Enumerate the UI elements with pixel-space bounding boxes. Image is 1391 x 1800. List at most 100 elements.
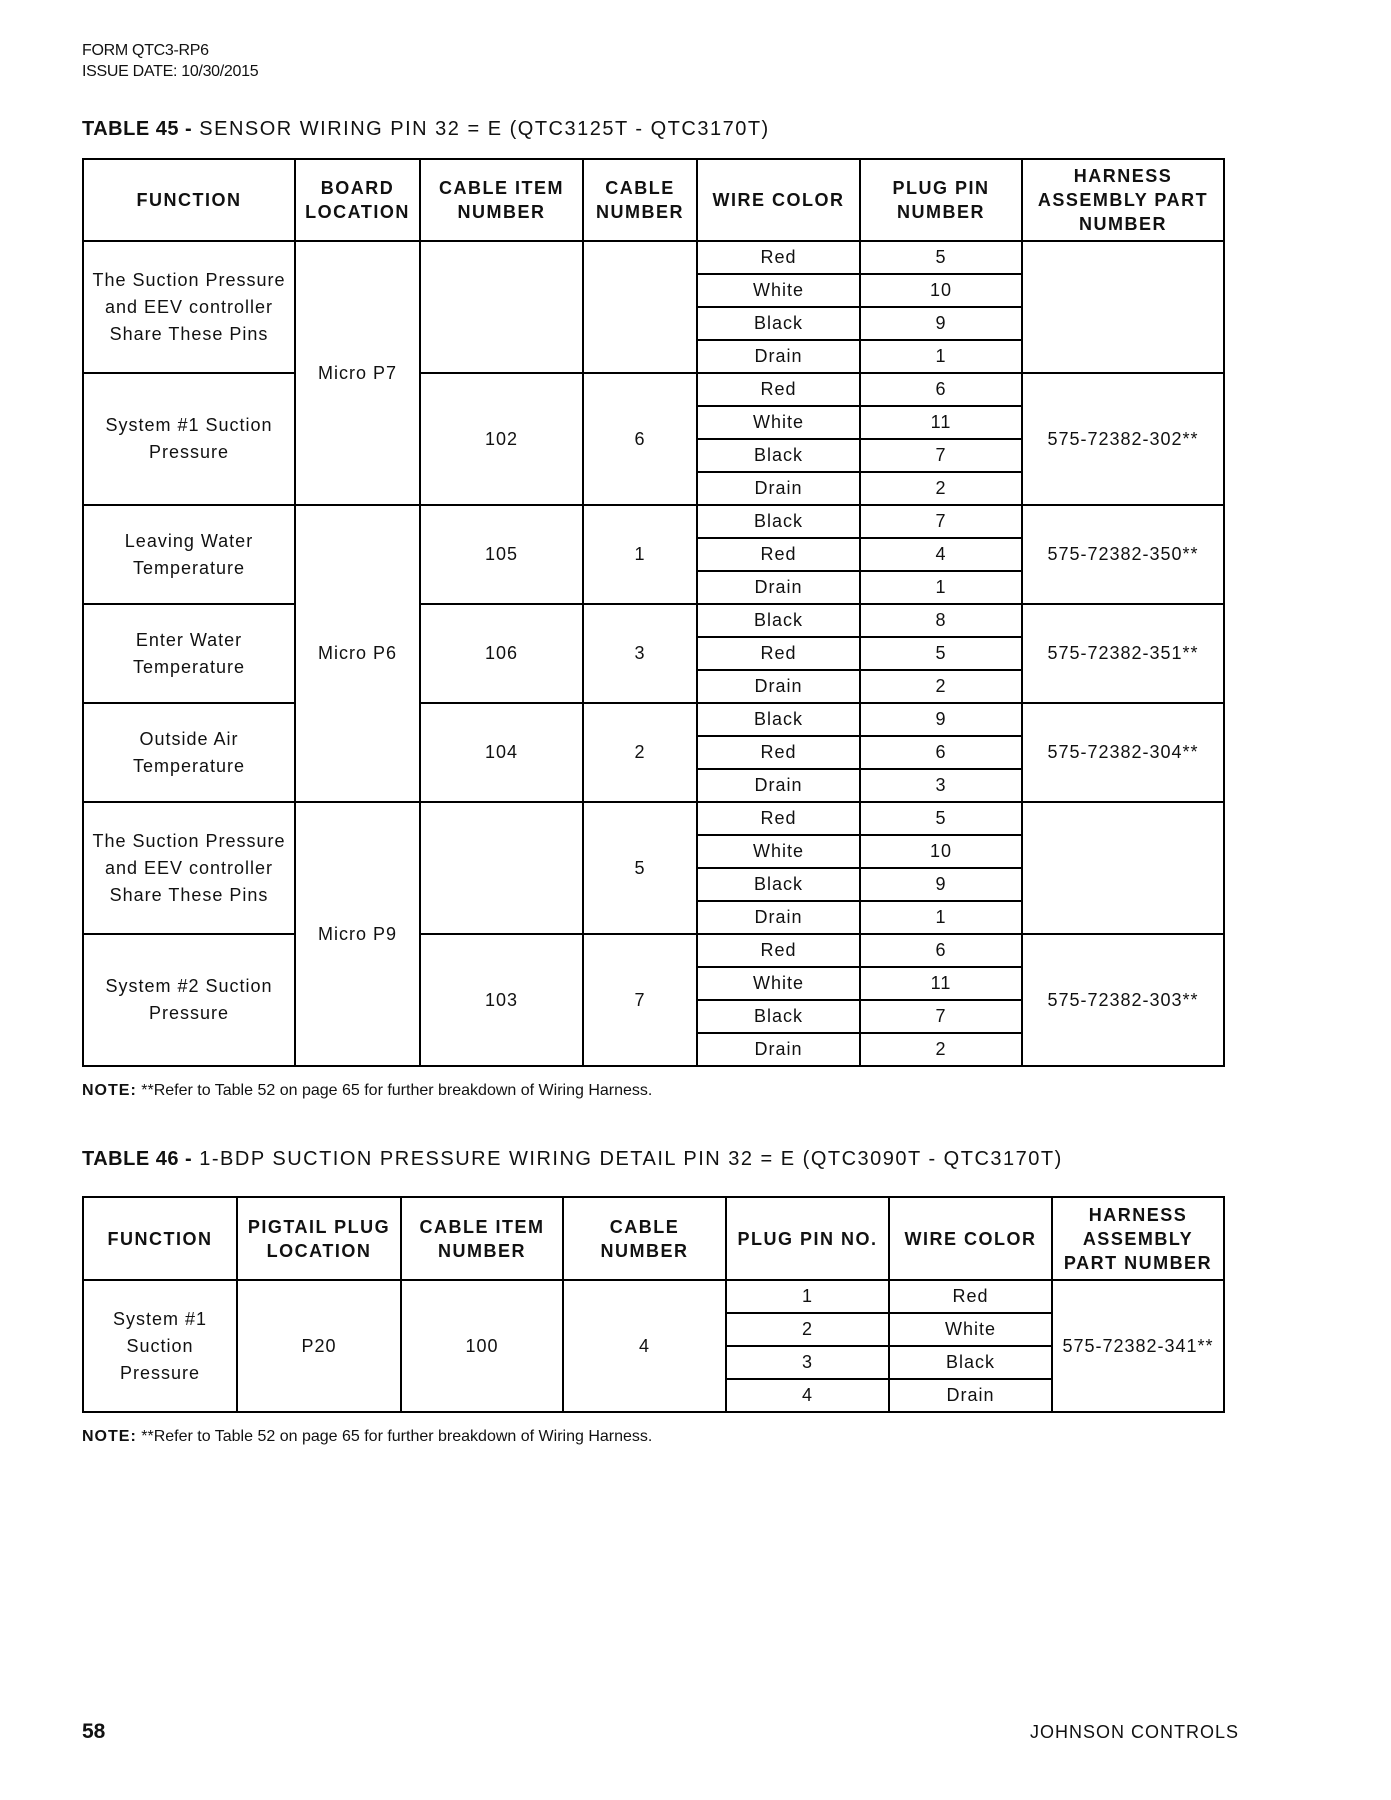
plug-pin-cell: 9 — [859, 306, 1023, 341]
board-location-cell: Micro P6 — [294, 504, 421, 803]
wire-color-cell: Red — [696, 372, 861, 407]
wire-color-cell: Red — [696, 801, 861, 836]
plug-pin-cell: 6 — [859, 933, 1023, 968]
cable-number-cell: 4 — [562, 1279, 727, 1413]
plug-pin-cell: 4 — [725, 1378, 890, 1413]
table-row: The Suction Pressure and EEV controller … — [82, 801, 1225, 1067]
table-row: White 11 — [83, 966, 1224, 1001]
wire-color-cell: Black — [696, 867, 861, 902]
harness-part-cell: 575-72382-350** — [1021, 504, 1225, 605]
plug-pin-cell: 5 — [859, 240, 1023, 275]
column-header: PLUG PIN NUMBER — [859, 158, 1023, 242]
table-row: Drain 2 — [83, 471, 1224, 506]
plug-pin-cell: 2 — [859, 471, 1023, 506]
harness-part-cell: 575-72382-341** — [1051, 1279, 1225, 1413]
bdp-wiring-table: FUNCTION PIGTAIL PLUG LOCATION CABLE ITEM … — [82, 1196, 1225, 1413]
wire-color-cell: Red — [888, 1279, 1053, 1314]
table-row: The Suction Pressure and EEV controller … — [82, 240, 1225, 506]
table-row: System #1 Suction Pressure P20 100 4 1 Red 575… — [82, 1279, 1225, 1413]
harness-part-cell: 575-72382-304** — [1021, 702, 1225, 803]
wire-color-cell: Red — [696, 240, 861, 275]
wire-color-cell: Black — [696, 306, 861, 341]
function-cell: Outside Air Temperature — [82, 702, 296, 803]
table46-note: NOTE: **Refer to Table 52 on page 65 for… — [82, 1428, 652, 1446]
plug-location-cell: P20 — [236, 1279, 402, 1413]
plug-pin-cell: 2 — [725, 1312, 890, 1347]
table-row: Red 6 — [83, 735, 1224, 770]
table-row: Leaving Water Temperature Micro P6 105 1 Bla… — [82, 504, 1225, 803]
sensor-wiring-table: FUNCTION BOARD LOCATION CABLE ITEM NUMBER C… — [82, 158, 1225, 1067]
column-header: PIGTAIL PLUG LOCATION — [236, 1196, 402, 1281]
wire-color-cell: Black — [696, 603, 861, 638]
wire-color-cell: Drain — [696, 339, 861, 374]
column-header: CABLE NUMBER — [582, 158, 698, 242]
table45-title: TABLE 45 - SENSOR WIRING PIN 32 = E (QTC… — [82, 118, 770, 141]
harness-part-cell — [1021, 801, 1225, 935]
column-header: CABLE ITEM NUMBER — [400, 1196, 564, 1281]
plug-pin-cell: 3 — [859, 768, 1023, 803]
plug-pin-cell: 5 — [859, 801, 1023, 836]
plug-pin-cell: 8 — [859, 603, 1023, 638]
cable-number-cell — [582, 240, 698, 374]
header-row: FUNCTION BOARD LOCATION CABLE ITEM NUMBER C… — [82, 158, 1225, 242]
cable-item-cell: 103 — [419, 933, 584, 1067]
wire-color-cell: Black — [888, 1345, 1053, 1380]
plug-pin-cell: 9 — [859, 867, 1023, 902]
function-cell: System #1 Suction Pressure — [82, 372, 296, 506]
form-number: FORM QTC3-RP6 — [82, 42, 209, 59]
wire-color-cell: White — [696, 405, 861, 440]
plug-pin-cell: 9 — [859, 702, 1023, 737]
wire-color-cell: Drain — [696, 570, 861, 605]
table45-title-text: SENSOR WIRING PIN 32 = E (QTC3125T - QTC… — [199, 118, 770, 140]
cable-number-cell: 7 — [582, 933, 698, 1067]
note-label: NOTE: — [82, 1428, 137, 1445]
page-number: 58 — [82, 1720, 106, 1743]
column-header: BOARD LOCATION — [294, 158, 421, 242]
plug-pin-cell: 6 — [859, 735, 1023, 770]
cable-number-cell: 5 — [582, 801, 698, 935]
wire-color-cell: Drain — [696, 471, 861, 506]
table46-title-text: 1-BDP SUCTION PRESSURE WIRING DETAIL PIN… — [199, 1148, 1063, 1170]
wire-color-cell: Black — [696, 504, 861, 539]
wire-color-cell: Black — [696, 702, 861, 737]
plug-pin-cell: 1 — [725, 1279, 890, 1314]
wire-color-cell: Black — [696, 438, 861, 473]
table-row: Red 4 — [83, 537, 1224, 572]
plug-pin-cell: 3 — [725, 1345, 890, 1380]
column-header: PLUG PIN NO. — [725, 1196, 890, 1281]
harness-part-cell — [1021, 240, 1225, 374]
cable-item-cell — [419, 240, 584, 374]
harness-part-cell: 575-72382-351** — [1021, 603, 1225, 704]
column-header: FUNCTION — [82, 158, 296, 242]
plug-pin-cell: 10 — [859, 273, 1023, 308]
wire-color-cell: Red — [696, 735, 861, 770]
table-row: Drain 1 — [83, 570, 1224, 605]
wire-color-cell: White — [888, 1312, 1053, 1347]
plug-pin-cell: 1 — [859, 570, 1023, 605]
table-row: System #1 Suction Pressure 102 6 Red 6 575-72… — [82, 372, 1225, 506]
column-header: HARNESS ASSEMBLY PART NUMBER — [1051, 1196, 1225, 1281]
plug-pin-cell: 1 — [859, 900, 1023, 935]
table-row: White 10 — [83, 834, 1224, 869]
cable-item-cell: 102 — [419, 372, 584, 506]
table-row: 4 Drain — [83, 1378, 1224, 1413]
table-row: System #2 Suction Pressure 103 7 Red 6 575-72… — [82, 933, 1225, 1067]
company-name: JOHNSON CONTROLS — [1030, 1722, 1240, 1742]
plug-pin-cell: 2 — [859, 669, 1023, 704]
column-header: WIRE COLOR — [888, 1196, 1053, 1281]
table46-title: TABLE 46 - 1-BDP SUCTION PRESSURE WIRING… — [82, 1148, 1063, 1171]
wire-color-cell: Red — [696, 537, 861, 572]
cable-number-cell: 6 — [582, 372, 698, 506]
table-row: White 11 — [83, 405, 1224, 440]
plug-pin-cell: 7 — [859, 504, 1023, 539]
issue-date: ISSUE DATE: 10/30/2015 — [82, 63, 259, 80]
plug-pin-cell: 10 — [859, 834, 1023, 869]
plug-pin-cell: 7 — [859, 999, 1023, 1034]
table-row: Drain 2 — [83, 1032, 1224, 1067]
wire-color-cell: Black — [696, 999, 861, 1034]
header-row: FUNCTION PIGTAIL PLUG LOCATION CABLE ITEM … — [82, 1196, 1225, 1281]
plug-pin-cell: 6 — [859, 372, 1023, 407]
wire-color-cell: Drain — [696, 669, 861, 704]
table-row: Black 9 — [83, 867, 1224, 902]
table-row: Drain 1 — [83, 339, 1224, 374]
